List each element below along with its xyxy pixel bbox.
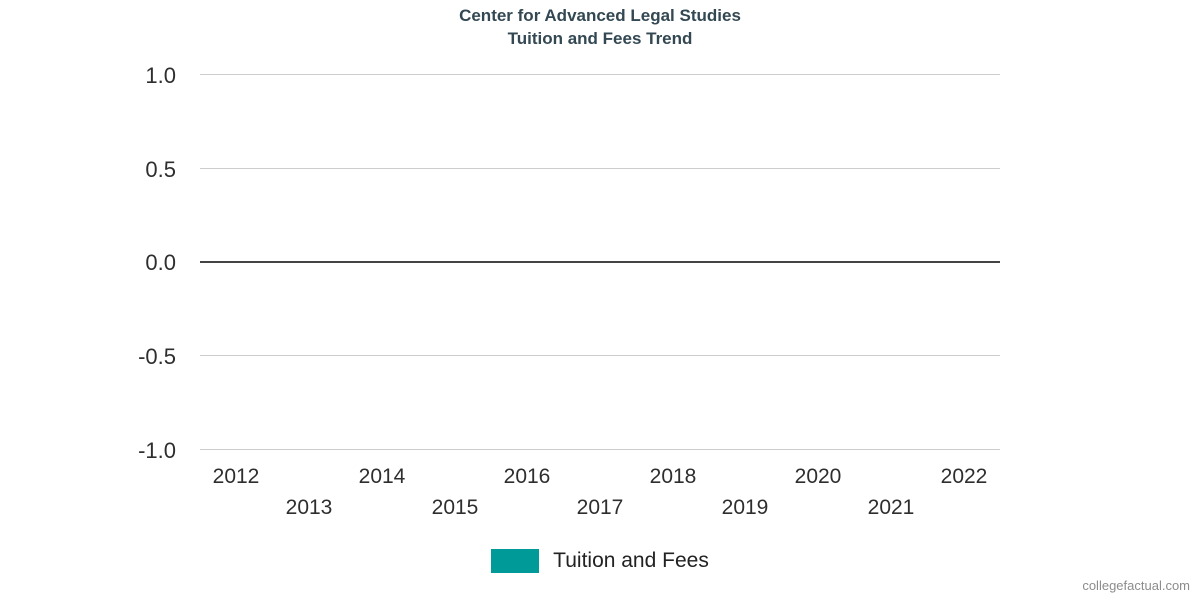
chart-title-line1: Center for Advanced Legal Studies [459,6,741,25]
xtick-label-2013: 2013 [285,496,333,519]
xtick-label-2019: 2019 [721,496,769,519]
gridline-1_0 [200,74,1000,75]
xtick-label-2020: 2020 [794,465,842,488]
xtick-label-2022: 2022 [940,465,988,488]
ytick-label: 0.0 [145,250,176,275]
xtick-label-2017: 2017 [576,496,624,519]
ytick-label: 0.5 [145,157,176,182]
ytick-label: -1.0 [138,438,176,463]
xtick-label-2018: 2018 [649,465,697,488]
chart-title-line2: Tuition and Fees Trend [507,29,693,48]
zero-axis-line [200,261,1000,263]
legend-item-tuition-and-fees[interactable]: Tuition and Fees [491,548,709,574]
xtick-label-2012: 2012 [212,465,260,488]
xtick-label-2021: 2021 [867,496,915,519]
gridline-0_5 [200,168,1000,169]
chart-title: Center for Advanced Legal Studies Tuitio… [0,4,1200,50]
ytick-label: -0.5 [138,344,176,369]
xtick-label-2014: 2014 [358,465,406,488]
watermark-link[interactable]: collegefactual.com [1082,578,1190,593]
ytick-label: 1.0 [145,63,176,88]
legend: Tuition and Fees [0,548,1200,574]
legend-swatch-icon [491,549,540,573]
xtick-label-2016: 2016 [503,465,551,488]
gridline-neg0_5 [200,355,1000,356]
legend-label: Tuition and Fees [553,549,709,572]
gridline-neg1_0 [200,449,1000,450]
xtick-label-2015: 2015 [431,496,479,519]
